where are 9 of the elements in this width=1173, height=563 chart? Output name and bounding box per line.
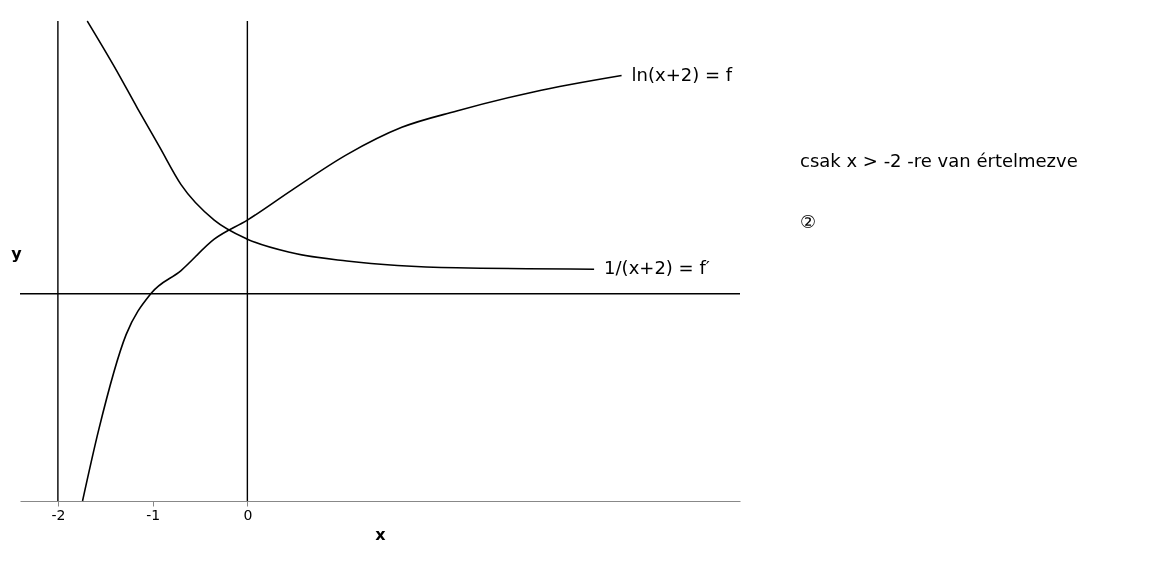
- x-tick-label: 0: [243, 506, 253, 523]
- text: csak x > -2 -re van értelmezve: [800, 150, 1079, 171]
- y-axis-title: y: [11, 243, 23, 263]
- series-label: ln(x+2) = f: [631, 63, 733, 85]
- x-axis-title: x: [375, 524, 387, 544]
- x-tick-label: -1: [146, 506, 161, 523]
- series-label: 1/(x+2) = f′: [604, 257, 710, 279]
- text: ②: [800, 211, 818, 232]
- x-tick-label: -2: [51, 506, 66, 523]
